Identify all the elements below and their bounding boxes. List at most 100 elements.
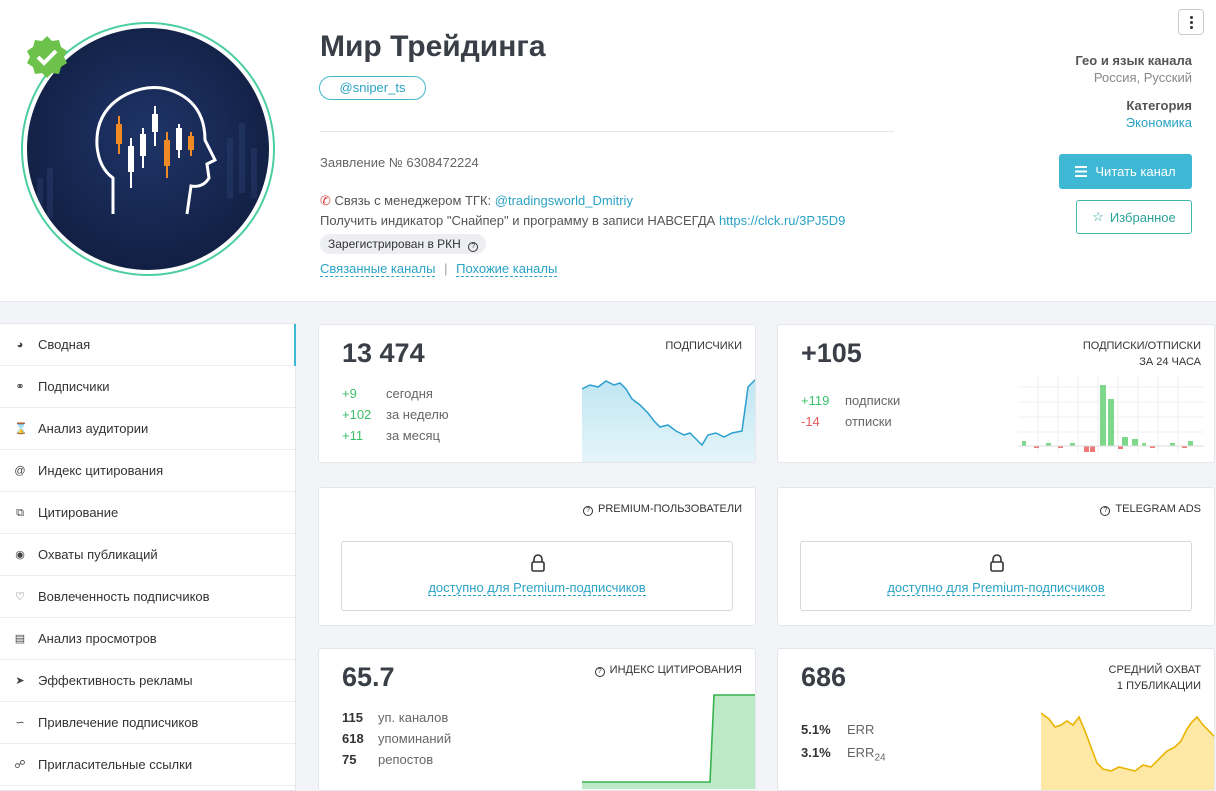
header-divider (320, 131, 894, 132)
stat-row-err24: 3.1% ERR24 (801, 745, 886, 764)
stat-row-subscribes: +119 подписки (801, 393, 900, 408)
stat-label: отписки (845, 414, 892, 429)
rkn-badge-label: Зарегистрирован в РКН (328, 237, 461, 251)
channel-header: Мир Трейдинга @sniper_ts Заявление № 630… (0, 0, 1216, 302)
verified-badge-icon (27, 36, 67, 78)
stat-label: упоминаний (378, 731, 452, 746)
sidebar-item-label: Пригласительные ссылки (38, 757, 193, 772)
question-icon: ? (468, 242, 479, 252)
stat-row-channels: 115 уп. каналов (342, 710, 448, 725)
stat-value: 5.1% (801, 722, 831, 737)
info-icon: ? (1100, 506, 1111, 516)
sidebar-item-label: Цитирование (38, 505, 119, 520)
bar-chart-icon: ▤ (14, 632, 26, 645)
favorite-button[interactable]: ☆ Избранное (1076, 200, 1192, 234)
citation-index-label-text: ИНДЕКС ЦИТИРОВАНИЯ (609, 664, 742, 676)
info-icon: ? (594, 667, 605, 677)
read-channel-button[interactable]: Читать канал (1059, 154, 1192, 189)
stat-value: 3.1% (801, 745, 831, 760)
star-icon: ☆ (1092, 209, 1104, 224)
phone-icon: ✆ (320, 193, 331, 208)
channel-avatar[interactable] (27, 28, 269, 270)
stat-row-err: 5.1% ERR (801, 722, 874, 737)
sidebar-item-acquisition[interactable]: ∽ Привлечение подписчиков (0, 702, 295, 744)
category-label: Категория (1126, 98, 1192, 113)
sidebar-item-label: Индекс цитирования (38, 463, 164, 478)
rkn-badge[interactable]: Зарегистрирован в РКН ? (320, 234, 487, 254)
stat-label: за неделю (386, 407, 449, 422)
telegram-ads-card[interactable]: ? TELEGRAM ADS доступно для Premium-подпи… (777, 487, 1215, 626)
label-line-1: СРЕДНИЙ ОХВАТ (1108, 664, 1201, 676)
premium-unlock-link[interactable]: доступно для Premium-подписчиков (342, 580, 732, 596)
similar-channels-link[interactable]: Похожие каналы (456, 261, 558, 277)
dashboard-icon: ◕ (16, 338, 24, 351)
list-icon (1075, 166, 1088, 177)
statement-number: Заявление № 6308472224 (320, 155, 479, 170)
sidebar-item-citation-index[interactable]: @ Индекс цитирования (0, 450, 295, 492)
subs-net-count: +105 (801, 338, 862, 368)
avg-reach-sparkline (1041, 712, 1214, 790)
stat-row-unsubscribes: -14 отписки (801, 414, 892, 429)
channel-links: Связанные каналы | Похожие каналы (320, 261, 558, 277)
sidebar-item-ads[interactable]: ➤ Эффективность рекламы (0, 660, 295, 702)
contact-line: ✆ Связь с менеджером ТГК: @tradingsworld… (320, 193, 633, 209)
label-line-2: ЗА 24 ЧАСА (1139, 356, 1201, 368)
sidebar-item-label: Анализ просмотров (38, 631, 157, 646)
stat-value: -14 (801, 414, 820, 429)
more-menu-button[interactable] (1178, 9, 1204, 35)
telegram-ads-label-text: TELEGRAM ADS (1115, 503, 1201, 515)
users-icon: ⚭ (15, 380, 25, 393)
sidebar-item-label: Вовлеченность подписчиков (38, 589, 210, 604)
stat-value: 618 (342, 731, 364, 746)
label-line-1: ПОДПИСКИ/ОТПИСКИ (1082, 340, 1201, 352)
sidebar-item-label: Охваты публикаций (38, 547, 158, 562)
stat-label-subscript: 24 (874, 752, 886, 764)
sidebar-item-subscribers[interactable]: ⚭ Подписчики (0, 366, 295, 408)
stat-value: +11 (342, 428, 364, 443)
stat-value: 115 (342, 710, 363, 725)
eye-icon: ◉ (15, 548, 25, 561)
ads-locked-box: доступно для Premium-подписчиков (800, 541, 1192, 611)
sidebar-item-label: Анализ аудитории (38, 421, 149, 436)
contact-link[interactable]: @tradingsworld_Dmitriy (494, 193, 633, 208)
linked-channels-link[interactable]: Связанные каналы (320, 261, 436, 277)
sidebar-item-audience[interactable]: ⌛ Анализ аудитории (0, 408, 295, 450)
stat-label: уп. каналов (378, 710, 449, 725)
avg-reach-card[interactable]: 686 СРЕДНИЙ ОХВАТ 1 ПУБЛИКАЦИИ 5.1% ERR 3.… (777, 648, 1215, 791)
stat-label: ERR (847, 745, 875, 760)
promo-link[interactable]: https://clck.ru/3PJ5D9 (718, 213, 846, 228)
sidebar-item-engagement[interactable]: ♡ Вовлеченность подписчиков (0, 576, 295, 618)
sidebar-item-label: Сводная (38, 337, 91, 352)
citation-index-value: 65.7 (342, 662, 395, 692)
geo-value: Россия, Русский (1093, 70, 1192, 85)
sidebar-item-label: Эффективность рекламы (38, 673, 193, 688)
copy-icon: ⧉ (16, 506, 24, 519)
subs-unsubs-card[interactable]: +105 ПОДПИСКИ/ОТПИСКИ ЗА 24 ЧАСА +119 подп… (777, 324, 1215, 463)
lock-icon (531, 554, 545, 572)
promo-line: Получить индикатор "Снайпер" и программу… (320, 213, 845, 228)
stat-row-today: +9 сегодня (342, 386, 433, 401)
citation-index-card[interactable]: 65.7 ? ИНДЕКС ЦИТИРОВАНИЯ 115 уп. каналов … (318, 648, 756, 791)
subscribers-card[interactable]: 13 474 ПОДПИСЧИКИ +9 сегодня +102 за недел… (318, 324, 756, 463)
category-link[interactable]: Экономика (1125, 115, 1192, 130)
premium-users-label-text: PREMIUM-ПОЛЬЗОВАТЕЛИ (598, 503, 742, 515)
channel-handle[interactable]: @sniper_ts (319, 76, 426, 100)
sidebar-item-summary[interactable]: ◕ Сводная (0, 324, 296, 366)
sidebar-nav: ◕ Сводная ⚭ Подписчики ⌛ Анализ аудитории @… (0, 323, 296, 791)
sidebar-item-invite-links[interactable]: ☍ Пригласительные ссылки (0, 744, 295, 786)
sidebar-item-views[interactable]: ▤ Анализ просмотров (0, 618, 295, 660)
stat-label: подписки (845, 393, 901, 408)
premium-locked-box: доступно для Premium-подписчиков (341, 541, 733, 611)
links-separator: | (444, 261, 448, 276)
rocket-icon: ➤ (15, 674, 25, 687)
stat-value: +119 (801, 393, 830, 408)
premium-users-card[interactable]: ? PREMIUM-ПОЛЬЗОВАТЕЛИ доступно для Premi… (318, 487, 756, 626)
premium-users-label: ? PREMIUM-ПОЛЬЗОВАТЕЛИ (583, 501, 742, 517)
ads-unlock-link[interactable]: доступно для Premium-подписчиков (801, 580, 1191, 596)
sidebar-item-citations[interactable]: ⧉ Цитирование (0, 492, 295, 534)
lock-icon (990, 554, 1004, 572)
subs-unsubs-label: ПОДПИСКИ/ОТПИСКИ ЗА 24 ЧАСА (1083, 338, 1201, 370)
sidebar-item-reach[interactable]: ◉ Охваты публикаций (0, 534, 295, 576)
engagement-icon: ♡ (15, 590, 25, 603)
read-channel-label: Читать канал (1095, 164, 1176, 179)
